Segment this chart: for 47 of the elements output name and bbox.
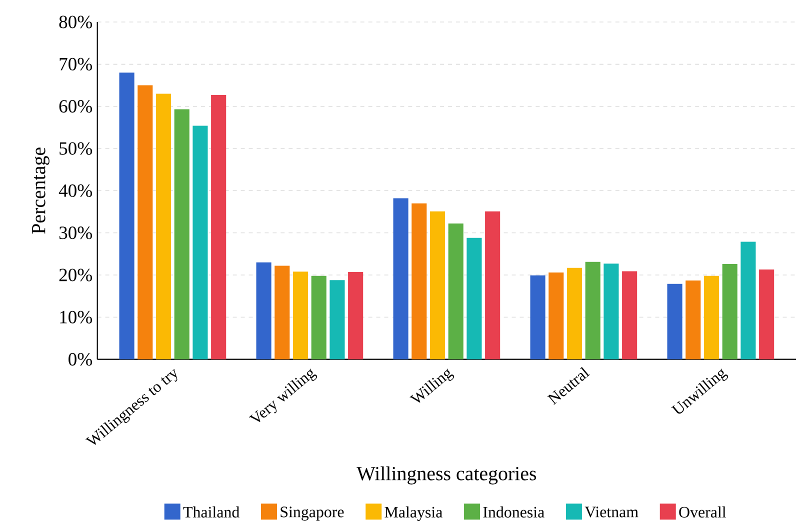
bar [138, 85, 153, 360]
y-tick-label: 20% [59, 268, 92, 282]
y-tick-label: 40% [58, 184, 92, 197]
bar [156, 94, 172, 360]
bar [704, 276, 720, 360]
bar [330, 280, 345, 360]
bar [548, 272, 564, 360]
bar [393, 198, 408, 360]
bar [311, 276, 326, 360]
bar [585, 262, 600, 360]
bar [667, 284, 682, 360]
bar [119, 72, 134, 360]
y-axis-title: Percentage [32, 148, 50, 234]
bar [759, 270, 774, 360]
legend-label: Malaysia [384, 506, 442, 521]
bar [174, 109, 190, 360]
y-tick-label: 0% [68, 353, 92, 366]
bar [348, 272, 364, 360]
bar [292, 272, 308, 360]
legend-label: Singapore [280, 506, 344, 521]
legend-label: Overall [679, 506, 726, 518]
y-tick-label: 30% [59, 226, 92, 240]
bar [530, 275, 546, 360]
bar [430, 211, 446, 360]
x-axis-title: Willingness categories [356, 466, 536, 484]
bar [485, 211, 500, 360]
bar [448, 224, 464, 360]
bar [211, 94, 226, 360]
bar [686, 280, 701, 360]
legend-label: Indonesia [483, 506, 544, 518]
bar [256, 262, 272, 360]
legend-label: Vietnam [584, 506, 638, 518]
legend-label: Thailand [183, 506, 240, 518]
bar [722, 264, 738, 360]
bar [192, 126, 208, 360]
bar [466, 238, 482, 360]
bar [740, 242, 756, 360]
y-tick-label: 70% [60, 58, 92, 70]
bar [604, 264, 619, 360]
y-tick-label: 80% [59, 16, 92, 28]
bar [566, 268, 582, 360]
bar [622, 271, 638, 360]
y-tick-label: 60% [59, 100, 92, 113]
bar [274, 266, 290, 360]
y-tick-label: 10% [60, 310, 92, 324]
bar [412, 203, 427, 360]
y-tick-label: 50% [60, 142, 92, 155]
